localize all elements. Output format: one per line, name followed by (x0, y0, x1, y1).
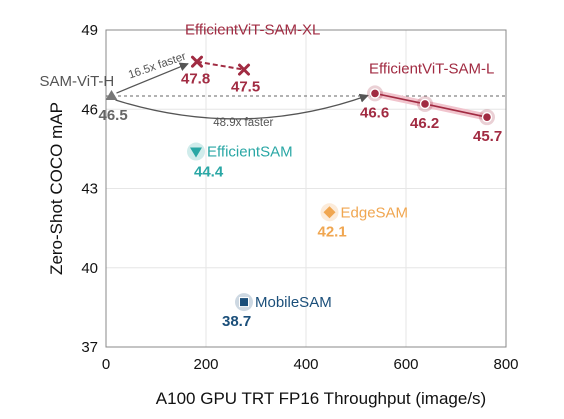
arrow-48-9x (115, 93, 369, 120)
y-axis-title: Zero-Shot COCO mAP (47, 102, 66, 275)
data-point (323, 206, 336, 219)
data-label: 47.8 (181, 71, 210, 88)
x-tick-label: 800 (493, 356, 518, 373)
series-name-label: EdgeSAM (341, 204, 409, 221)
data-label: 46.2 (410, 115, 439, 132)
data-label: 42.1 (318, 223, 347, 240)
data-point (191, 55, 203, 68)
data-label: 44.4 (194, 164, 224, 181)
data-point (190, 147, 202, 158)
data-point (419, 98, 431, 110)
x-axis-title: A100 GPU TRT FP16 Throughput (image/s) (156, 389, 486, 408)
data-point (238, 63, 250, 76)
data-label: 46.5 (99, 107, 128, 124)
data-point (481, 111, 493, 123)
data-point (105, 90, 118, 101)
data-label: 38.7 (222, 313, 251, 330)
data-label: 46.6 (360, 104, 389, 121)
plot-frame (105, 29, 507, 348)
y-tick-label: 43 (81, 181, 98, 198)
x-tick-label: 200 (193, 356, 218, 373)
x-tick-label: 400 (293, 356, 318, 373)
annotation-48-9x: 48.9x faster (213, 117, 273, 129)
series-name-label: EfficientViT-SAM-L (369, 60, 494, 77)
y-tick-label: 37 (81, 339, 98, 356)
data-label: 45.7 (473, 128, 502, 145)
series-name-label: MobileSAM (255, 294, 332, 311)
y-tick-label: 46 (81, 101, 98, 118)
data-point (369, 88, 381, 99)
series-name-label: EfficientViT-SAM-XL (185, 22, 320, 39)
y-tick-label: 40 (81, 260, 98, 277)
arrow-16-5x (116, 62, 189, 94)
series-name-label: SAM-ViT-H (40, 73, 115, 90)
y-tick-label: 49 (81, 22, 98, 39)
x-tick-label: 600 (393, 356, 418, 373)
efficientvit-sam-xl-line (196, 60, 245, 71)
x-tick-label: 0 (102, 356, 110, 373)
series-name-label: EfficientSAM (207, 144, 293, 161)
data-label: 47.5 (231, 79, 260, 96)
data-point (239, 297, 249, 308)
